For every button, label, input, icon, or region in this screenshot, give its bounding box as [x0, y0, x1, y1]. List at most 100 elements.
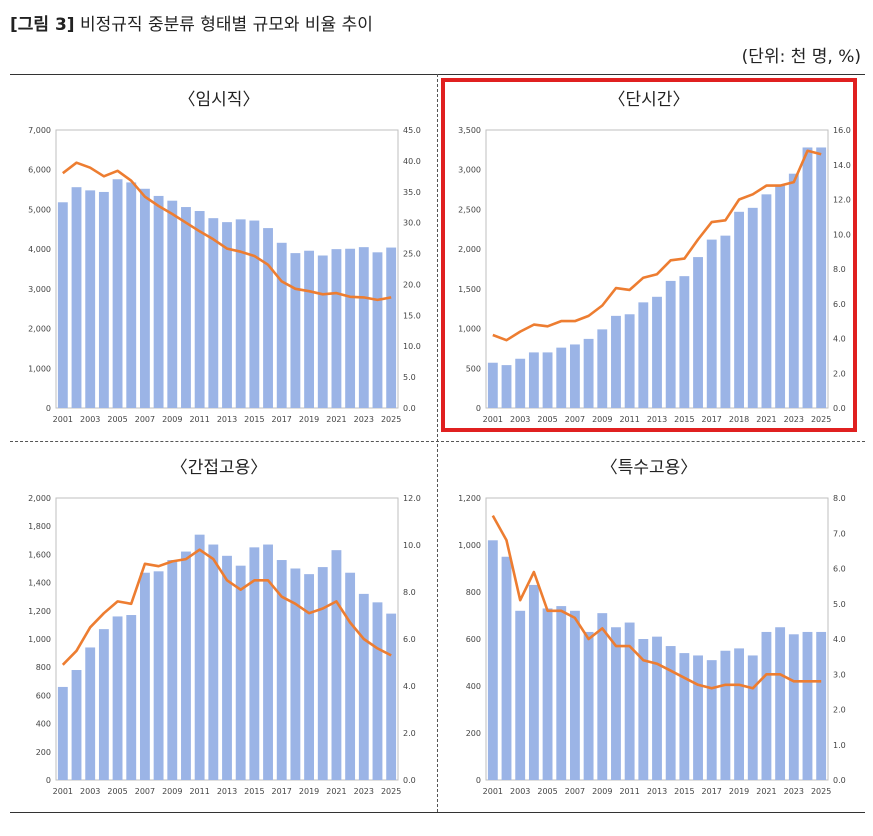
x-tick: 2013 — [217, 415, 237, 424]
y-left-tick: 1,800 — [28, 522, 51, 531]
bar — [528, 352, 539, 408]
x-tick: 2025 — [811, 415, 831, 424]
bar — [317, 567, 328, 780]
bar — [249, 220, 260, 408]
bar — [345, 572, 356, 780]
chart-svg: 〈임시직〉 0 1,000 2,000 3,000 4,000 5,000 6,000 7,00… — [28, 90, 421, 424]
y-right-tick: 3.0 — [833, 670, 846, 679]
bar — [487, 540, 498, 780]
x-tick: 2001 — [483, 787, 503, 796]
bar — [222, 555, 232, 780]
chart-title: 〈임시직〉 — [179, 90, 260, 110]
y-right-tick: 6.0 — [833, 565, 846, 574]
bar — [611, 627, 621, 780]
bar — [720, 650, 731, 780]
y-right-tick: 12.0 — [833, 196, 851, 205]
bar — [235, 565, 246, 780]
bar — [235, 219, 246, 408]
y-left-tick: 1,000 — [458, 325, 481, 334]
bar — [788, 634, 799, 780]
x-tick: 2025 — [811, 787, 831, 796]
ratio-line — [492, 149, 822, 342]
bar — [167, 560, 178, 780]
x-tick: 2021 — [756, 787, 776, 796]
x-tick: 2019 — [299, 415, 319, 424]
bar — [528, 584, 539, 780]
x-tick: 2023 — [354, 415, 374, 424]
bar — [569, 344, 580, 408]
x-tick: 2001 — [53, 415, 73, 424]
x-tick: 2025 — [381, 787, 401, 796]
x-tick: 2007 — [135, 415, 155, 424]
bar — [734, 648, 745, 780]
bar — [358, 593, 369, 780]
x-tick: 2003 — [80, 787, 100, 796]
y-left-tick: 5,000 — [28, 205, 51, 214]
bar — [638, 302, 649, 408]
bar — [181, 207, 191, 408]
y-right-tick: 14.0 — [833, 161, 851, 170]
x-tick: 2009 — [592, 787, 612, 796]
bar — [317, 255, 328, 408]
x-tick: 2001 — [53, 787, 73, 796]
bar — [276, 242, 287, 408]
x-tick: 2009 — [592, 415, 612, 424]
bar — [263, 228, 273, 408]
y-left-tick: 2,000 — [28, 494, 51, 503]
x-tick: 2011 — [619, 415, 639, 424]
y-right-tick: 6.0 — [403, 635, 416, 644]
bar — [665, 280, 676, 408]
y-right-tick: 0.0 — [833, 404, 846, 413]
x-tick: 2009 — [162, 415, 182, 424]
bar — [693, 257, 703, 408]
x-tick: 2003 — [510, 787, 530, 796]
x-tick: 2021 — [326, 415, 346, 424]
x-tick: 2015 — [674, 787, 694, 796]
bar — [71, 187, 82, 408]
bar — [139, 188, 150, 408]
y-right-tick: 0.0 — [403, 404, 416, 413]
y-right-tick: 6.0 — [833, 300, 846, 309]
x-tick: 2017 — [702, 787, 722, 796]
chart-temporary: 〈임시직〉 0 1,000 2,000 3,000 4,000 5,000 6,000 7,00… — [10, 78, 428, 434]
bar — [542, 608, 553, 780]
bar — [126, 615, 137, 780]
y-left-tick: 0 — [476, 776, 481, 785]
chart-title: 〈특수고용〉 — [601, 458, 698, 478]
x-tick: 2021 — [326, 787, 346, 796]
ratio-line — [62, 161, 392, 302]
y-right-tick: 10.0 — [833, 230, 851, 239]
bar — [57, 686, 68, 780]
bar — [638, 639, 649, 780]
x-tick: 2019 — [299, 787, 319, 796]
ratio-line — [61, 548, 392, 666]
y-left-tick: 1,200 — [458, 494, 481, 503]
x-tick: 2009 — [162, 787, 182, 796]
bar — [542, 352, 553, 408]
bar — [816, 147, 827, 408]
y-left-tick: 1,000 — [458, 541, 481, 550]
x-tick: 2007 — [135, 787, 155, 796]
x-tick: 2011 — [189, 787, 209, 796]
y-left-tick: 1,600 — [28, 550, 51, 559]
x-tick: 2019 — [729, 787, 749, 796]
y-right-tick: 2.0 — [833, 706, 846, 715]
y-left-tick: 200 — [36, 748, 51, 757]
bar — [583, 338, 594, 408]
y-left-tick: 500 — [466, 364, 481, 373]
bar — [386, 613, 397, 780]
y-left-tick: 400 — [36, 720, 51, 729]
y-right-tick: 20.0 — [403, 280, 421, 289]
y-right-tick: 16.0 — [833, 126, 851, 135]
y-right-tick: 15.0 — [403, 311, 421, 320]
y-left-tick: 1,000 — [28, 635, 51, 644]
bar — [556, 606, 567, 780]
y-left-tick: 7,000 — [28, 126, 51, 135]
y-left-tick: 1,400 — [28, 579, 51, 588]
bar — [167, 200, 178, 408]
bar — [788, 173, 799, 408]
x-tick: 2023 — [784, 787, 804, 796]
y-left-tick: 400 — [466, 682, 481, 691]
bar — [139, 572, 150, 780]
bar — [304, 250, 315, 408]
